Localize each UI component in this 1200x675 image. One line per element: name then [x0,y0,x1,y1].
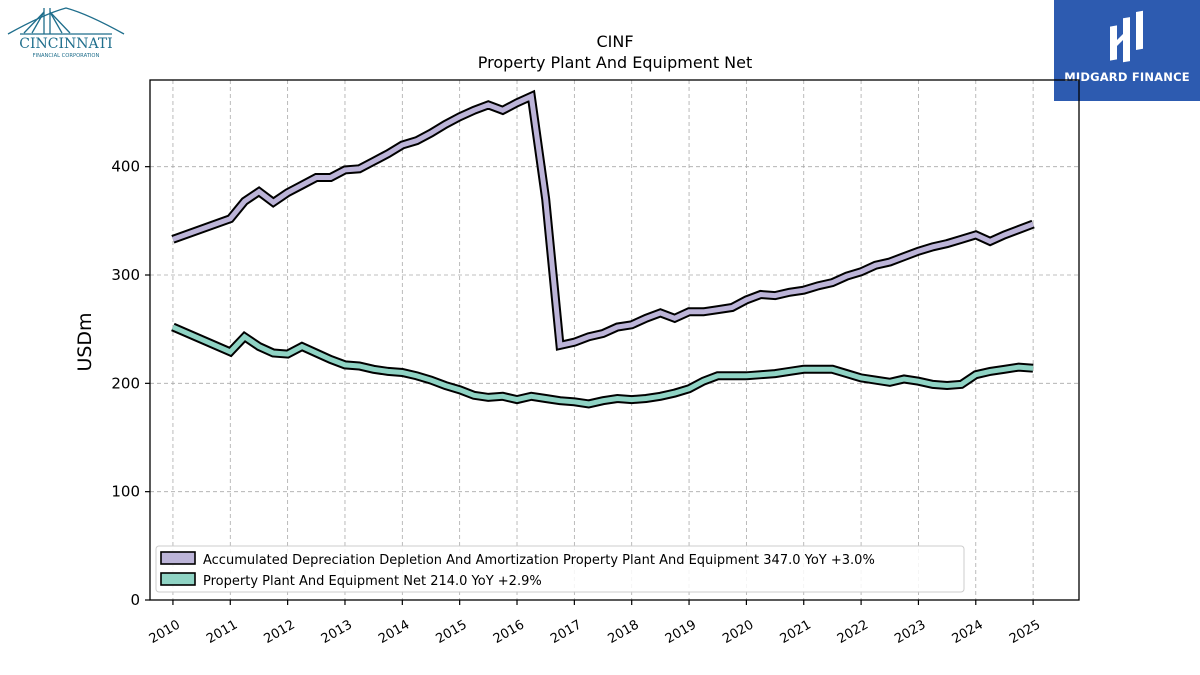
x-tick-label: 2015 [434,617,470,647]
x-tick-label: 2014 [376,617,412,647]
midgard-finance-logo: MIDGARD FINANCE [1054,0,1200,101]
y-tick-label: 300 [111,266,140,284]
x-tick-label: 2025 [1007,617,1043,647]
series-1-outline [171,89,1035,351]
legend-label-2: Property Plant And Equipment Net 214.0 Y… [203,574,542,589]
x-tick-label: 2021 [778,617,814,647]
x-tick-label: 2022 [835,617,871,647]
plot-frame [149,79,1080,601]
bridge-icon [7,7,125,35]
x-tick-label: 2023 [892,617,928,647]
legend-swatch-1 [160,551,196,565]
legend: Accumulated Depreciation Depletion And A… [155,545,965,593]
chart-title: CINF [596,32,633,51]
legend-box [155,545,965,593]
series-2-line [171,324,1034,407]
x-tick-label: 2011 [204,617,240,647]
y-tick-label: 400 [111,158,140,176]
x-tick-label: 2017 [548,617,584,647]
y-axis: 0 100 200 300 400 [111,158,150,609]
y-tick-label: 200 [111,374,140,392]
x-tick-label: 2024 [950,617,986,647]
x-axis: 2010 2011 2012 2013 2014 2015 2016 2017 2018 2019… [147,600,1043,647]
x-tick-label: 2010 [147,617,183,647]
series-layer [171,89,1035,409]
cincinnati-financial-logo: CINCINNATI FINANCIAL CORPORATION [7,7,125,59]
legend-label-1: Accumulated Depreciation Depletion And A… [203,553,875,568]
company-logo-text: CINCINNATI [19,36,112,52]
series-1-line [172,92,1034,349]
x-tick-label: 2016 [491,617,527,647]
company-logo-subtext: FINANCIAL CORPORATION [33,53,100,59]
y-axis-label: USDm [74,312,96,371]
midgard-emblem-icon [1110,10,1143,63]
y-gridlines [150,166,1079,493]
legend-swatch-2 [160,572,196,586]
y-tick-label: 0 [130,591,140,609]
x-tick-label: 2020 [720,617,756,647]
x-tick-label: 2012 [261,617,297,647]
x-tick-label: 2019 [663,617,699,647]
publisher-logo-text: MIDGARD FINANCE [1064,70,1190,84]
chart-subtitle: Property Plant And Equipment Net [478,53,753,72]
x-tick-label: 2013 [319,617,355,647]
series-2-outline [171,322,1034,409]
y-tick-label: 100 [111,483,140,501]
x-tick-label: 2018 [606,617,642,647]
x-gridlines [172,80,1034,600]
